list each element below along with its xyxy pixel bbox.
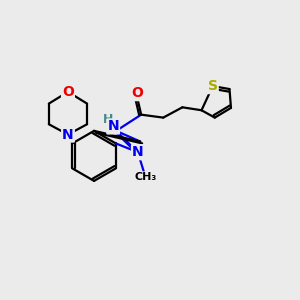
Text: H: H (103, 113, 113, 126)
Text: N: N (62, 128, 74, 142)
Text: N: N (132, 145, 144, 159)
Text: CH₃: CH₃ (135, 172, 157, 182)
Text: S: S (208, 79, 218, 93)
Text: O: O (62, 85, 74, 99)
Text: O: O (131, 86, 143, 100)
Text: N: N (107, 119, 119, 134)
